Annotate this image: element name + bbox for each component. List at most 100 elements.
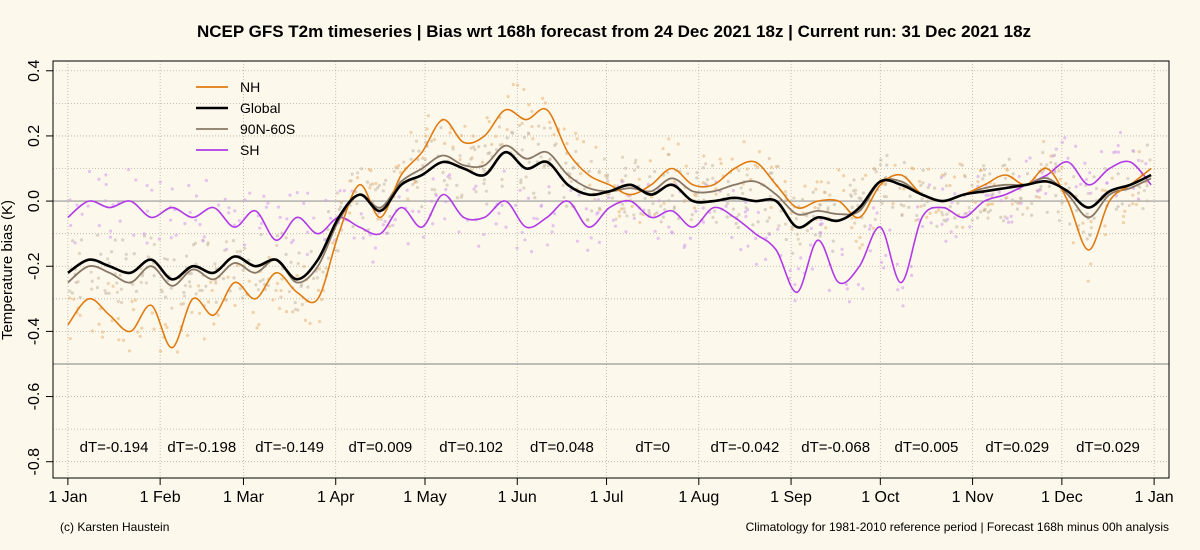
scatter-point xyxy=(324,266,328,270)
scatter-point xyxy=(467,162,471,166)
scatter-point xyxy=(321,270,325,274)
scatter-point xyxy=(95,285,100,290)
scatter-point xyxy=(210,288,214,293)
scatter-point xyxy=(77,251,82,256)
scatter-point xyxy=(768,195,772,199)
scatter-point xyxy=(194,262,198,266)
scatter-point xyxy=(816,206,821,211)
scatter-point xyxy=(649,195,654,199)
scatter-point xyxy=(149,236,153,240)
scatter-point xyxy=(430,139,434,143)
scatter-point xyxy=(295,274,299,278)
scatter-point xyxy=(484,189,489,193)
scatter-point xyxy=(150,311,154,315)
scatter-point xyxy=(666,170,670,175)
scatter-point xyxy=(1123,209,1127,213)
scatter-point xyxy=(181,302,186,306)
scatter-point xyxy=(392,169,396,173)
scatter-point xyxy=(739,248,743,252)
scatter-point xyxy=(342,189,346,193)
scatter-point xyxy=(776,227,780,231)
scatter-point xyxy=(859,197,863,201)
scatter-point xyxy=(152,327,156,331)
scatter-point xyxy=(1006,220,1011,224)
scatter-point xyxy=(1003,176,1008,180)
scatter-point xyxy=(1063,136,1067,140)
scatter-point xyxy=(316,288,321,292)
scatter-point xyxy=(683,198,687,203)
scatter-point xyxy=(134,178,138,182)
scatter-point xyxy=(139,280,143,284)
scatter-point xyxy=(529,249,534,254)
scatter-point xyxy=(455,196,459,200)
scatter-point xyxy=(146,255,150,259)
scatter-point xyxy=(305,252,309,257)
scatter-point xyxy=(1120,202,1124,206)
scatter-point xyxy=(633,161,637,165)
scatter-point xyxy=(138,334,142,338)
scatter-point xyxy=(339,201,343,205)
dt-annotation: dT=0.029 xyxy=(985,439,1049,456)
scatter-point xyxy=(637,177,641,181)
scatter-point xyxy=(485,202,489,206)
scatter-point xyxy=(976,180,980,184)
scatter-point xyxy=(695,176,699,180)
scatter-point xyxy=(164,295,168,299)
x-tick-label: 1 Jul xyxy=(590,489,624,506)
scatter-point xyxy=(871,206,876,210)
scatter-point xyxy=(336,249,340,253)
scatter-point xyxy=(831,239,835,243)
dt-annotation: dT=0.029 xyxy=(1076,439,1140,456)
scatter-point xyxy=(809,226,813,231)
scatter-point xyxy=(326,227,330,231)
scatter-point xyxy=(527,160,531,164)
scatter-point xyxy=(895,262,899,266)
scatter-point xyxy=(1077,223,1081,228)
scatter-point xyxy=(874,170,878,174)
scatter-point xyxy=(455,183,459,187)
scatter-point xyxy=(306,285,310,289)
scatter-point xyxy=(1007,157,1011,161)
scatter-point xyxy=(751,223,755,227)
scatter-point xyxy=(424,134,428,138)
scatter-point xyxy=(940,222,944,226)
scatter-point xyxy=(594,145,598,149)
scatter-point xyxy=(725,201,730,206)
scatter-point xyxy=(209,280,213,284)
scatter-point xyxy=(636,165,640,169)
scatter-point xyxy=(902,160,906,165)
scatter-point xyxy=(1017,174,1021,179)
scatter-point xyxy=(1083,161,1087,165)
scatter-point xyxy=(297,251,301,255)
scatter-point xyxy=(1021,212,1025,216)
scatter-point xyxy=(309,249,313,254)
scatter-point xyxy=(929,221,933,225)
scatter-point xyxy=(107,291,111,295)
scatter-point xyxy=(690,213,694,217)
scatter-point xyxy=(323,238,327,242)
scatter-point xyxy=(415,185,420,190)
scatter-point xyxy=(1058,177,1062,181)
scatter-point xyxy=(124,257,128,261)
scatter-point xyxy=(530,124,534,129)
scatter-point xyxy=(569,188,573,192)
scatter-point xyxy=(543,101,547,105)
scatter-point xyxy=(619,207,623,211)
scatter-point xyxy=(919,204,923,208)
scatter-point xyxy=(434,193,438,198)
scatter-point xyxy=(104,173,108,177)
scatter-point xyxy=(527,103,531,107)
scatter-point xyxy=(617,210,621,214)
scatter-point xyxy=(883,182,887,187)
y-tick-label: 0.0 xyxy=(26,190,43,212)
scatter-point xyxy=(326,210,331,214)
scatter-point xyxy=(393,218,397,222)
scatter-point xyxy=(98,307,102,311)
scatter-point xyxy=(361,236,365,240)
scatter-point xyxy=(121,338,126,342)
scatter-point xyxy=(1068,222,1072,226)
scatter-point xyxy=(574,131,578,135)
scatter-point xyxy=(718,157,722,161)
scatter-point xyxy=(206,243,210,247)
scatter-point xyxy=(305,230,309,234)
